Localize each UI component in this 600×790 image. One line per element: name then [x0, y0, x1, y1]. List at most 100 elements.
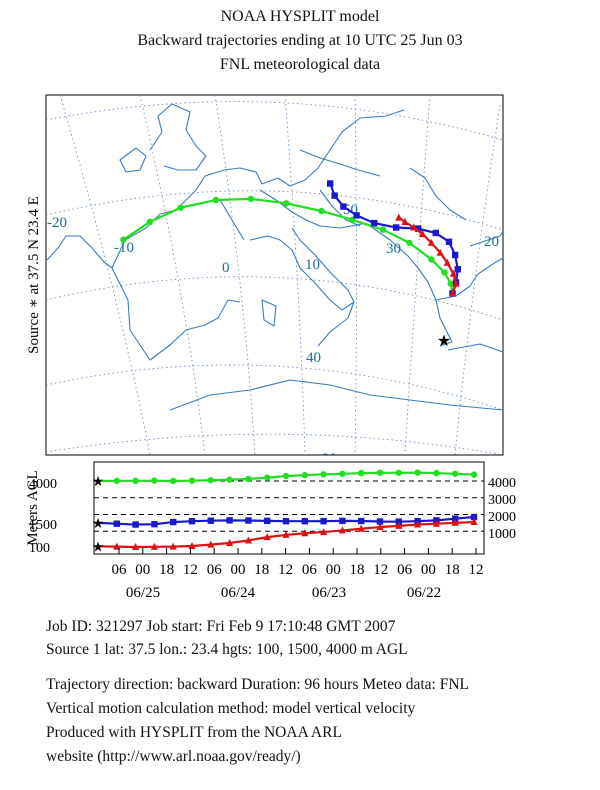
height-point-s2-9	[263, 533, 271, 541]
coastlines	[46, 103, 503, 411]
height-y-axis-label: Meters AGL	[25, 470, 41, 545]
map-point-s0-9	[247, 195, 255, 203]
height-point-s0-2	[132, 477, 139, 485]
height-point-s1-15	[376, 518, 384, 525]
height-point-s2-4	[169, 542, 177, 550]
height-point-s2-13	[338, 526, 346, 534]
height-point-s0-3	[151, 477, 158, 484]
left-height-label-4000: 4000	[29, 477, 57, 492]
map-point-s0-8	[283, 200, 290, 207]
map-point-s1-5	[432, 229, 439, 237]
height-point-s1-12	[320, 518, 327, 525]
x-tick-label-4: 06	[207, 562, 223, 578]
height-point-s1-6	[207, 517, 214, 524]
height-point-s1-2	[132, 521, 139, 528]
height-point-s2-3	[150, 542, 158, 550]
graticule-line-3	[284, 95, 306, 455]
height-point-s0-11	[301, 471, 308, 479]
height-point-s2-14	[357, 524, 365, 532]
map-point-s2-0	[448, 289, 457, 297]
date-label-2: 06/23	[312, 585, 346, 601]
map-point-s2-7	[410, 223, 418, 231]
footer-line-job: Job ID: 321297 Job start: Fri Feb 9 17:1…	[46, 618, 396, 635]
graticule-label-8: 30	[322, 451, 337, 467]
map-point-s0-11	[177, 204, 184, 211]
graticule-label-1: -10	[114, 240, 134, 256]
height-point-s1-3	[151, 521, 158, 528]
right-height-label-3000: 3000	[488, 493, 516, 508]
height-point-s2-15	[376, 523, 384, 531]
height-point-s1-10	[282, 518, 290, 525]
height-point-s0-12	[320, 471, 327, 478]
map-point-s2-6	[419, 230, 427, 238]
height-panel: ★ ★ ★	[92, 461, 485, 555]
x-tick-label-14: 18	[445, 562, 460, 578]
coastline-12	[409, 167, 467, 221]
map-point-s2-4	[436, 248, 444, 256]
height-point-s1-4	[170, 518, 177, 526]
coastline-14	[299, 149, 381, 177]
chart-title: NOAA HYSPLIT model	[220, 8, 380, 25]
height-source-star-icon: ★	[92, 540, 105, 555]
right-height-label-1000: 1000	[488, 527, 516, 542]
height-point-s1-11	[301, 518, 308, 525]
height-point-s0-4	[170, 477, 177, 485]
height-source-star-icon: ★	[92, 517, 105, 532]
map-point-s0-10	[212, 196, 219, 204]
x-tick-label-15: 12	[469, 562, 484, 578]
map-point-s2-5	[427, 238, 435, 246]
map-point-s0-1	[447, 280, 454, 287]
map-y-axis-label: Source ∗ at 37.5 N 23.4 E	[26, 196, 42, 354]
date-label-0: 06/25	[126, 585, 160, 601]
height-point-s0-5	[188, 477, 196, 484]
x-tick-label-11: 12	[373, 562, 388, 578]
map-point-s1-12	[327, 180, 334, 187]
coastline-17	[319, 189, 361, 227]
x-tick-label-13: 00	[421, 562, 436, 578]
height-point-s0-7	[226, 476, 233, 483]
height-point-s1-8	[245, 517, 252, 524]
map-point-s0-4	[406, 239, 413, 247]
footer-line-source: Source 1 lat: 37.5 lon.: 23.4 hgts: 100,…	[46, 641, 408, 658]
map-point-s1-6	[415, 225, 422, 232]
right-height-label-2000: 2000	[488, 510, 516, 525]
map-point-s2-1	[452, 279, 460, 287]
date-labels: 06/25 06/24 06/23 06/22	[126, 585, 441, 601]
map-line-series-2	[398, 216, 458, 294]
coastline-5	[249, 227, 355, 311]
height-point-s2-16	[395, 521, 403, 529]
height-point-s2-5	[188, 541, 196, 549]
graticule	[46, 95, 503, 455]
map-point-s0-12	[146, 218, 153, 226]
coastline-7	[317, 301, 355, 347]
map-point-s0-13	[120, 236, 127, 243]
coastline-6	[261, 299, 277, 327]
map-point-s1-7	[393, 224, 400, 231]
map-point-s0-2	[441, 269, 448, 276]
date-label-1: 06/24	[221, 585, 256, 601]
x-tick-label-10: 18	[350, 562, 365, 578]
x-tick-label-9: 00	[326, 562, 341, 578]
height-point-s1-20	[470, 513, 478, 521]
coastline-3	[119, 147, 147, 173]
height-point-s0-15	[376, 469, 384, 476]
map-point-s0-3	[428, 256, 435, 263]
chart-subtitle: Backward trajectories ending at 10 UTC 2…	[137, 32, 463, 49]
height-point-s0-10	[282, 472, 290, 480]
chart-subtitle-2: FNL meteorological data	[219, 56, 381, 73]
coastline-13	[259, 189, 363, 229]
map-point-s0-5	[379, 226, 387, 233]
height-point-s1-13	[339, 517, 346, 525]
graticule-line-2	[214, 95, 256, 455]
coastline-10	[469, 231, 503, 247]
footer-line-website: website (http://www.arl.noaa.gov/ready/)	[46, 748, 301, 765]
x-tick-label-6: 18	[254, 562, 269, 578]
map-point-s2-3	[443, 258, 451, 266]
height-point-s2-11	[301, 529, 309, 537]
x-tick-label-0: 06	[112, 562, 128, 578]
coastline-1	[111, 167, 263, 269]
height-point-s2-10	[282, 530, 290, 538]
coastline-0	[46, 235, 241, 361]
height-point-s2-6	[207, 540, 215, 548]
graticule-label-0: -20	[47, 215, 67, 231]
